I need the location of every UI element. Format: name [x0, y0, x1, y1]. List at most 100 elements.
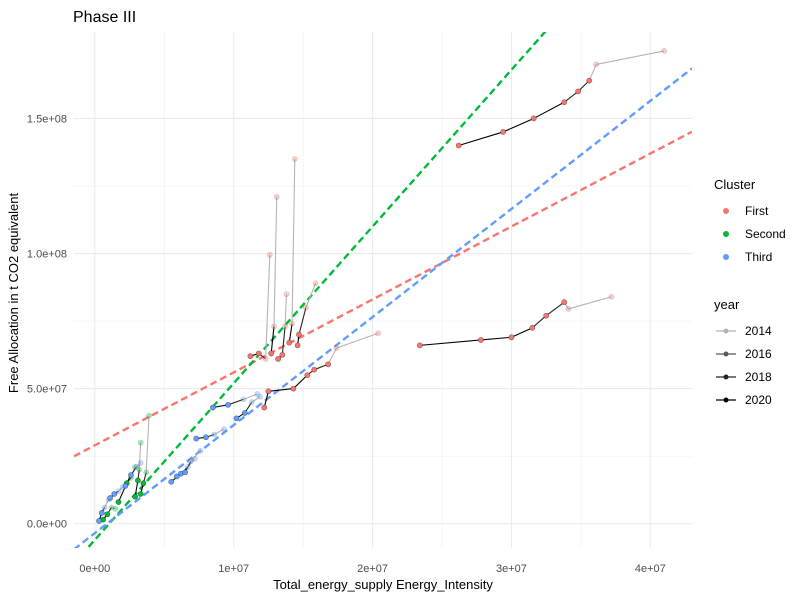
- data-point-third: [221, 426, 227, 433]
- legend-clusters: First Second Third: [723, 204, 786, 264]
- y-tick-label: 5.0e+07: [27, 384, 67, 396]
- data-point-first: [247, 353, 254, 360]
- path-segment: [502, 117, 534, 133]
- data-point-third: [128, 472, 134, 478]
- data-point-first: [561, 299, 568, 306]
- data-point-third: [107, 495, 114, 501]
- data-point-first: [265, 388, 272, 395]
- path-segment: [265, 254, 271, 359]
- x-axis-label: Total_energy_supply Energy_Intensity: [273, 577, 493, 592]
- path-segment: [111, 506, 116, 510]
- data-point-second: [108, 504, 115, 511]
- path-segment: [419, 339, 481, 346]
- data-point-first: [416, 342, 423, 349]
- data-point-first: [286, 339, 293, 346]
- path-segment: [291, 158, 296, 324]
- data-point-second: [137, 491, 144, 497]
- path-segment: [480, 336, 512, 341]
- path-segment: [588, 64, 597, 81]
- path-segment: [104, 499, 110, 508]
- data-point-third: [133, 464, 140, 470]
- data-point-first: [282, 323, 288, 330]
- path-segment: [227, 398, 244, 406]
- trend-lines: [74, 32, 692, 548]
- data-point-first: [508, 334, 515, 341]
- path-segment: [533, 101, 565, 119]
- legend-year-label: 2016: [745, 347, 772, 361]
- data-point-third: [122, 482, 129, 489]
- data-point-first: [455, 142, 462, 149]
- data-point-first: [529, 324, 536, 331]
- path-segment: [270, 326, 275, 354]
- trend-line-first: [74, 130, 692, 458]
- data-point-first: [375, 330, 382, 337]
- data-point-first: [661, 48, 668, 54]
- y-tick-label: 1.0e+08: [27, 249, 67, 261]
- data-point-first: [255, 350, 262, 357]
- path-segment: [243, 393, 258, 400]
- data-point-first: [478, 337, 484, 343]
- path-segment: [288, 323, 293, 343]
- y-axis-label: Free Allocation in t CO2 equivalent: [6, 193, 21, 394]
- data-point-third: [241, 410, 248, 416]
- data-point-second: [132, 464, 139, 470]
- data-point-second: [137, 439, 144, 446]
- path-segment: [305, 283, 317, 308]
- data-point-first: [311, 366, 318, 373]
- x-tick-label: 1e+07: [218, 563, 249, 575]
- data-point-third: [248, 399, 255, 406]
- data-point-second: [115, 499, 122, 505]
- path-segment: [293, 374, 308, 390]
- path-segment: [145, 415, 150, 473]
- data-point-first: [500, 129, 507, 135]
- path-segment: [284, 294, 288, 327]
- y-tick-label: 1.5e+08: [27, 113, 67, 125]
- data-point-third: [240, 396, 247, 403]
- legend-year-label: 2018: [745, 370, 772, 384]
- path-segment: [251, 396, 261, 403]
- path-segment: [213, 428, 225, 436]
- data-point-third: [115, 488, 122, 495]
- data-point-first: [296, 331, 302, 338]
- data-point-first: [565, 306, 572, 312]
- legend-cluster-label: Third: [745, 250, 772, 264]
- data-point-first: [268, 350, 275, 357]
- data-point-third: [197, 447, 204, 454]
- data-point-second: [104, 511, 111, 518]
- x-tick-label: 3e+07: [496, 563, 527, 575]
- data-point-third: [209, 404, 216, 411]
- data-point-third: [211, 431, 218, 438]
- y-tick-label: 0.0e+00: [27, 519, 67, 531]
- grid: [74, 32, 692, 548]
- data-point-first: [283, 291, 290, 297]
- legend-years: 2014 2016 2018 2020: [716, 324, 772, 407]
- legend-year-key: [723, 374, 729, 380]
- path-segment: [298, 307, 307, 335]
- path-segment: [563, 91, 579, 103]
- data-point-first: [273, 193, 280, 200]
- path-segment: [327, 347, 337, 365]
- data-point-third: [98, 509, 105, 516]
- data-point-second: [143, 469, 150, 476]
- data-point-first: [262, 355, 269, 362]
- path-segment: [531, 315, 547, 329]
- data-point-second: [134, 477, 141, 484]
- x-tick-label: 0e+00: [79, 563, 110, 575]
- data-point-first: [289, 320, 295, 327]
- data-point-third: [254, 391, 261, 397]
- data-point-first: [271, 323, 277, 330]
- path-segment: [118, 486, 123, 492]
- data-point-third: [193, 435, 200, 442]
- data-point-first: [325, 361, 332, 368]
- data-point-first: [279, 351, 286, 358]
- legend-cluster-key: [723, 254, 729, 260]
- legend-cluster-key: [723, 208, 729, 214]
- data-point-third: [184, 464, 191, 470]
- data-point-first: [312, 280, 319, 287]
- chart-title: Phase III: [73, 9, 136, 26]
- path-segment: [336, 332, 379, 349]
- path-segment: [281, 326, 286, 355]
- data-point-first: [294, 342, 301, 349]
- data-point-third: [137, 460, 144, 466]
